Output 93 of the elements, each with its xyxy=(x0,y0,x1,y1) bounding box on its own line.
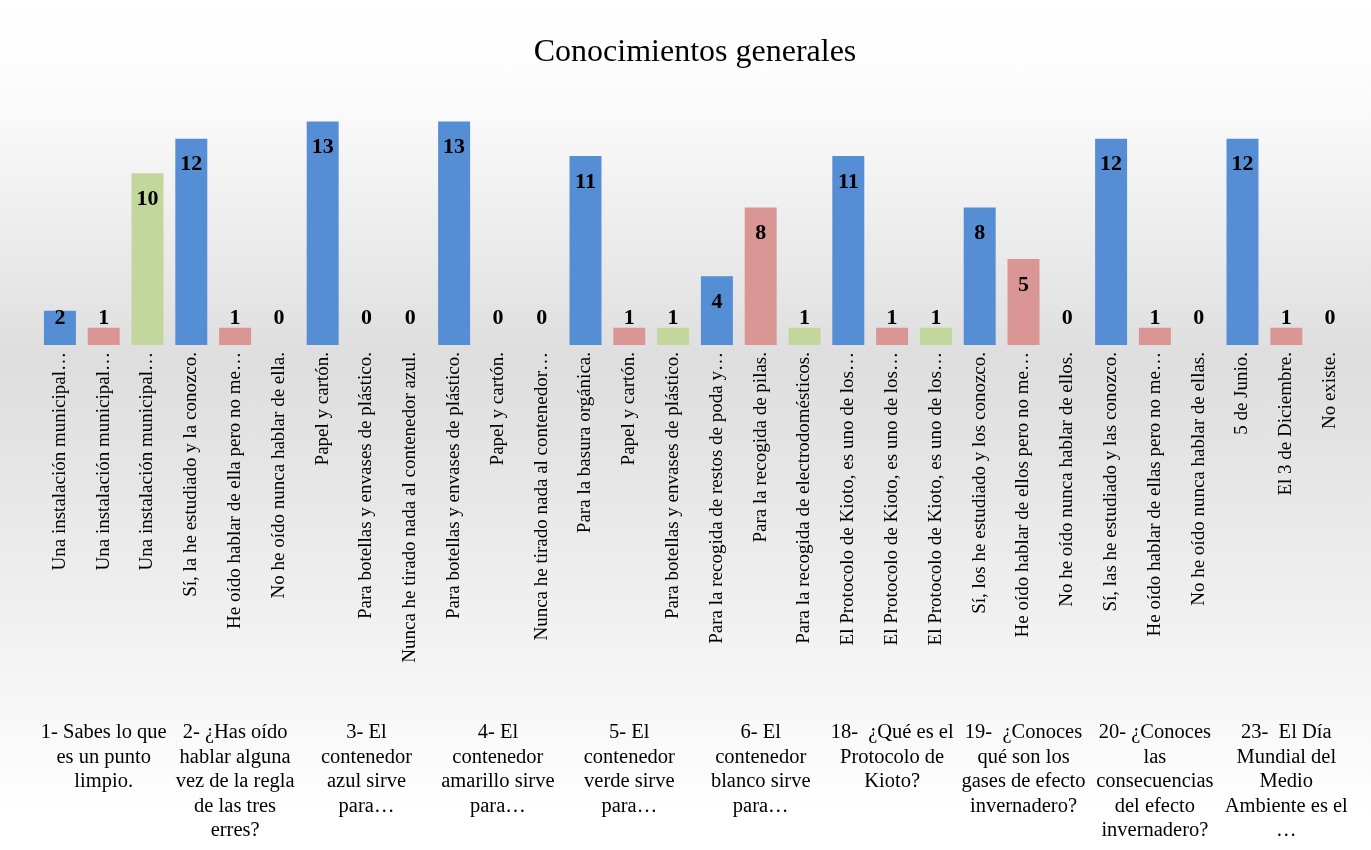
bar xyxy=(219,327,252,345)
bar xyxy=(788,327,821,345)
data-label: 1 xyxy=(667,303,679,329)
bar xyxy=(1095,138,1128,345)
data-label: 1 xyxy=(623,303,635,329)
chart-title: Conocimientos generales xyxy=(533,31,857,68)
x-tick-label: No he oído nunca hablar de ellos. xyxy=(1055,352,1077,607)
bar xyxy=(657,327,690,345)
data-label: 0 xyxy=(404,303,416,329)
x-tick-label: Una instalación municipal… xyxy=(135,352,157,571)
data-label: 8 xyxy=(974,219,986,245)
x-tick-label: Para la recogida de electrodomésticos. xyxy=(792,352,814,644)
x-tick-label: Una instalación municipal… xyxy=(47,352,69,571)
data-label: 13 xyxy=(311,133,334,159)
data-label: 0 xyxy=(1324,303,1336,329)
bar xyxy=(306,121,339,345)
bar xyxy=(1226,138,1259,345)
x-tick-label: Nunca he tirado nada al contenedor azul. xyxy=(398,352,420,663)
data-label: 11 xyxy=(575,167,596,193)
x-tick-label: El 3 de Diciembre. xyxy=(1274,352,1296,496)
x-tick-label: Para botellas y envases de plástico. xyxy=(661,352,683,619)
bar xyxy=(919,327,952,345)
bar xyxy=(963,207,996,345)
x-tick-label: Nunca he tirado nada al contenedor… xyxy=(529,352,551,641)
x-tick-label: Para botellas y envases de plástico. xyxy=(442,352,464,619)
data-label: 8 xyxy=(755,219,767,245)
x-tick-label: Sí, las he estudiado y las conozco. xyxy=(1099,352,1121,612)
data-label: 1 xyxy=(1280,303,1292,329)
data-label: 0 xyxy=(1193,303,1205,329)
text: 20- ¿Conoces las consecuencias del efecto invernadero? xyxy=(1096,720,1214,841)
bar xyxy=(1138,327,1171,345)
data-label: 13 xyxy=(443,133,466,159)
data-label: 1 xyxy=(930,303,942,329)
bar xyxy=(43,310,76,345)
data-label: 12 xyxy=(1231,150,1254,176)
bar xyxy=(832,155,865,345)
x-tick-label: El Protocolo de Kioto, es uno de los… xyxy=(880,352,902,646)
data-label: 10 xyxy=(136,184,159,210)
x-tick-label: He oído hablar de ella pero no me… xyxy=(223,352,245,629)
text: 2- ¿Has oído hablar alguna vez de la regla de las tres erres? xyxy=(175,720,295,841)
bar xyxy=(175,138,208,345)
data-label: 0 xyxy=(361,303,372,329)
data-label: 1 xyxy=(799,303,810,329)
bar xyxy=(131,173,164,345)
bar xyxy=(569,155,602,345)
text: 1- Sabes lo que es un punto limpio. xyxy=(40,720,167,793)
bar xyxy=(744,207,777,345)
x-tick-label: Papel y cartón. xyxy=(310,352,332,466)
x-tick-label: El Protocolo de Kioto, es uno de los… xyxy=(923,352,945,646)
text: 5- El contenedor verde sirve para… xyxy=(583,720,675,817)
bar xyxy=(438,121,471,345)
x-tick-label: No he oído nunca hablar de ellas. xyxy=(1186,352,1208,606)
bar xyxy=(1007,259,1040,345)
data-label: 4 xyxy=(711,287,723,313)
data-label: 12 xyxy=(180,150,203,176)
x-tick-label: Para la basura orgánica. xyxy=(573,352,595,534)
x-tick-label: Para la recogida de restos de poda y… xyxy=(704,352,726,644)
text: 6- El contenedor blanco sirve para… xyxy=(710,720,811,817)
text: 19- ¿Conoces qué son los gases de efecto invernadero? xyxy=(961,720,1086,816)
x-tick-label: Sí, la he estudiado y la conozco. xyxy=(179,352,201,597)
x-tick-label: Papel y cartón. xyxy=(617,352,639,466)
data-label: 0 xyxy=(273,303,285,329)
x-tick-label: Una instalación municipal… xyxy=(91,352,113,571)
x-tick-label: Para la recogida de pilas. xyxy=(748,352,770,543)
bar xyxy=(1270,327,1303,345)
text: 4- El contenedor amarillo sirve para… xyxy=(441,720,555,817)
bar xyxy=(876,327,909,345)
data-label: 0 xyxy=(536,303,548,329)
text: 3- El contenedor azul sirve para… xyxy=(320,720,413,817)
x-tick-label: No he oído nunca hablar de ella. xyxy=(266,352,288,599)
data-label: 1 xyxy=(98,303,110,329)
x-tick-label: He oído hablar de ellos pero no me… xyxy=(1011,352,1033,638)
data-label: 12 xyxy=(1100,150,1123,176)
data-label: 1 xyxy=(886,303,898,329)
x-tick-label: He oído hablar de ellas pero no me… xyxy=(1142,352,1164,637)
data-label: 2 xyxy=(54,303,66,329)
x-tick-label: Papel y cartón. xyxy=(485,352,507,466)
bar xyxy=(700,276,733,345)
data-label: 1 xyxy=(229,303,241,329)
x-tick-label: No existe. xyxy=(1318,352,1340,430)
data-label: 5 xyxy=(1018,270,1029,296)
x-tick-label: Sí, los he estudiado y los conozco. xyxy=(967,352,989,614)
text: 23- El Día Mundial del Medio Ambiente es el … xyxy=(1224,720,1349,841)
bar xyxy=(613,327,646,345)
x-tick-label: Para botellas y envases de plástico. xyxy=(354,352,376,619)
data-label: 0 xyxy=(1061,303,1073,329)
data-label: 0 xyxy=(492,303,504,329)
x-tick-label: El Protocolo de Kioto, es uno de los… xyxy=(836,352,858,646)
x-tick-label: 5 de Junio. xyxy=(1230,352,1252,435)
text: 18- ¿Qué es el Protocolo de Kioto? xyxy=(830,720,954,792)
data-label: 1 xyxy=(1149,303,1161,329)
bar xyxy=(87,327,120,345)
data-label: 11 xyxy=(837,167,859,193)
